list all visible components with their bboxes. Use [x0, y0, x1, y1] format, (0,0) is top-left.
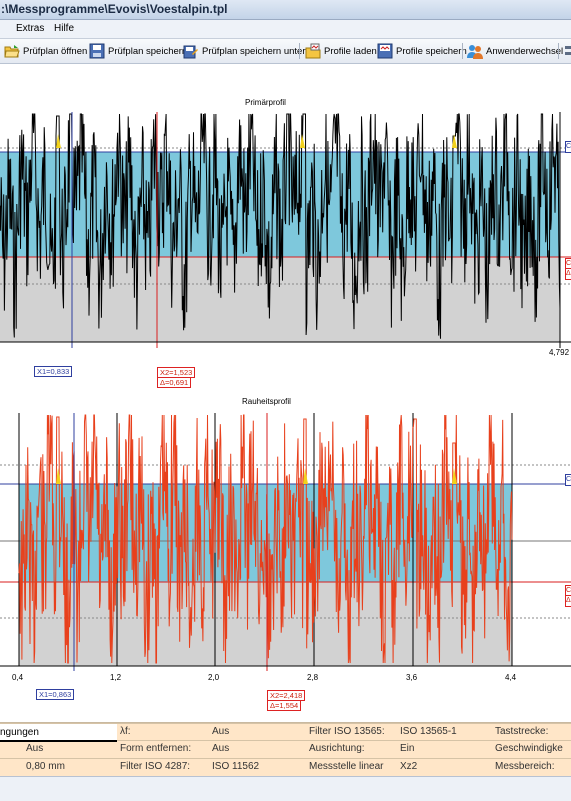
primary-upper-limit-marker: C — [565, 141, 571, 153]
save-testplan-as-label: Prüfplan speichern unter — [202, 45, 306, 57]
save-profiles-label: Profile speichern — [396, 45, 467, 57]
divider — [0, 740, 571, 741]
open-testplan-label: Prüfplan öffnen — [23, 45, 88, 57]
peak-highlight — [452, 134, 457, 148]
window-title: :\Messprogramme\Evovis\Voestalpin.tpl — [1, 2, 228, 16]
primary-trace — [0, 113, 561, 339]
param-label: Ausrichtung: — [309, 743, 365, 754]
overflow-icon — [565, 46, 571, 55]
param-value: Aus — [212, 743, 230, 754]
param-label: Form entfernen: — [120, 743, 192, 754]
param-label: λf: — [120, 726, 131, 737]
primary-profile-plot[interactable] — [0, 112, 571, 348]
param-value: ISO 11562 — [212, 761, 260, 772]
settings-tab-label: ngungen — [0, 727, 39, 738]
x-tick-label: 3,6 — [406, 673, 418, 682]
lower-region — [0, 257, 560, 342]
settings-tab[interactable]: ngungen — [0, 724, 117, 742]
folder-open-icon — [4, 45, 20, 58]
menu-hilfe[interactable]: Hilfe — [54, 23, 75, 34]
title-bar: :\Messprogramme\Evovis\Voestalpin.tpl — [0, 0, 571, 20]
roughness-trace — [18, 414, 513, 664]
user-switch-button[interactable]: Anwenderwechsel — [467, 41, 563, 61]
roughness-profile-plot[interactable] — [0, 413, 571, 671]
param-value: 0,80 mm — [26, 761, 65, 772]
divider — [0, 723, 571, 724]
more-toolbar-button[interactable] — [563, 41, 571, 61]
peak-highlight — [56, 134, 61, 148]
user-switch-label: Anwenderwechsel — [486, 45, 564, 57]
param-label: Filter ISO 13565: — [309, 726, 385, 737]
x-tick-label: 4,4 — [505, 673, 517, 682]
param-label: Messbereich: — [495, 761, 555, 772]
x-tick-label: 1,2 — [110, 673, 122, 682]
primary-x-max-label: 4,792 — [549, 348, 570, 357]
peak-highlight — [452, 468, 457, 484]
primary-plot-title: Primärprofil — [245, 98, 286, 107]
menu-extras[interactable]: Extras — [16, 23, 45, 34]
roughness-plot-title: Rauheitsprofil — [242, 397, 291, 406]
param-value: ISO 13565-1 — [400, 726, 457, 737]
param-label: Geschwindigke — [495, 743, 563, 754]
x-tick-label: 0,4 — [12, 673, 24, 682]
param-label: Taststrecke: — [495, 726, 549, 737]
load-profiles-icon — [305, 43, 321, 59]
open-testplan-button[interactable]: Prüfplan öffnen — [4, 41, 87, 61]
roughness-upper-limit-marker: C — [565, 474, 571, 486]
param-value: Xz2 — [400, 761, 418, 772]
user-switch-icon — [467, 45, 483, 59]
save-testplan-label: Prüfplan speichern — [108, 45, 188, 57]
peak-highlight — [303, 468, 308, 484]
load-profiles-label: Profile laden — [324, 45, 377, 57]
x-tick-label: 2,8 — [307, 673, 319, 682]
save-profiles-icon — [377, 43, 393, 59]
toolbar-separator — [299, 43, 300, 59]
peak-highlight — [56, 468, 61, 484]
param-value: Aus — [212, 726, 230, 737]
toolbar: Prüfplan öffnen Prüfplan speichern Prüfp… — [0, 39, 571, 64]
peak-highlight — [300, 134, 305, 148]
param-label: Messstelle linear — [309, 761, 384, 772]
floppy-disk-icon — [89, 43, 105, 59]
param-label: Filter ISO 4287: — [120, 761, 191, 772]
x-tick-label: 2,0 — [208, 673, 220, 682]
roughness-cursor2-delta-callout: Δ=1,554 — [267, 700, 302, 711]
roughness-cursor1-callout: X1=0,863 — [36, 689, 75, 700]
divider — [0, 758, 571, 759]
roughness-delta-marker: Δ — [565, 595, 571, 607]
save-testplan-as-button[interactable]: Prüfplan speichern unter — [183, 41, 306, 61]
menu-bar: Extras Hilfe — [0, 20, 571, 39]
param-value: Ein — [400, 743, 415, 754]
primary-delta-marker: Δ — [565, 268, 571, 280]
primary-cursor1-callout: X1=0,833 — [34, 366, 73, 377]
primary-cursor2-delta-callout: Δ=0,691 — [157, 377, 192, 388]
save-profiles-button[interactable]: Profile speichern — [377, 41, 467, 61]
toolbar-separator — [462, 43, 463, 59]
save-as-icon — [183, 45, 198, 59]
save-testplan-button[interactable]: Prüfplan speichern — [89, 41, 187, 61]
load-profiles-button[interactable]: Profile laden — [305, 41, 377, 61]
status-bar — [0, 776, 571, 801]
parameter-table: ngungen Aus 0,80 mm λf: Aus Form entfern… — [0, 722, 571, 777]
toolbar-separator — [558, 43, 559, 59]
param-value: Aus — [26, 743, 44, 754]
